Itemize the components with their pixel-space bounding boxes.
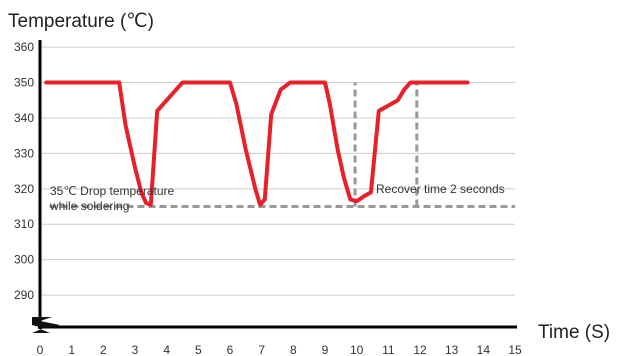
x-tick-label-15: 15 [508,343,522,356]
y-tick-label-350: 350 [14,76,34,90]
x-tick-label-12: 12 [413,343,427,356]
series-layer [44,80,470,207]
annotation-recover: Recover time 2 seconds [376,182,505,196]
y-tick-labels: 290 300 310 320 330 340 350 360 [14,40,34,302]
y-tick-label-310: 310 [14,217,34,231]
x-axis-title: Time (S) [538,322,610,343]
x-tick-label-8: 8 [290,343,297,356]
y-tick-label-340: 340 [14,111,34,125]
x-tick-label-7: 7 [258,343,265,356]
x-tick-label-9: 9 [322,343,329,356]
y-tick-label-360: 360 [14,40,34,54]
annotation-drop-line2: while soldering [49,199,129,213]
x-tick-label-4: 4 [163,343,170,356]
axes [38,40,517,329]
reference-lines [49,82,515,209]
x-tick-label-5: 5 [195,343,202,356]
y-tick-label-300: 300 [14,253,34,267]
y-tick-label-330: 330 [14,146,34,160]
x-tick-label-3: 3 [132,343,139,356]
x-tick-label-0: 0 [37,343,44,356]
x-tick-label-14: 14 [477,343,491,356]
y-tick-label-290: 290 [14,288,34,302]
x-tick-label-11: 11 [382,343,395,356]
x-tick-label-10: 10 [350,343,364,356]
x-tick-label-13: 13 [445,343,459,356]
annotation-drop-line1: 35℃ Drop temperature [50,184,175,198]
x-tick-label-6: 6 [227,343,234,356]
x-tick-label-1: 1 [68,343,75,356]
y-tick-label-320: 320 [14,182,34,196]
x-tick-label-2: 2 [100,343,107,356]
axis-break-icon [32,317,60,333]
x-tick-labels: 0 1 2 3 4 5 6 7 8 9 10 11 12 13 14 15 [37,343,522,356]
temperature-series-line-0 [44,80,470,207]
y-axis-title: Temperature (℃) [8,11,154,32]
